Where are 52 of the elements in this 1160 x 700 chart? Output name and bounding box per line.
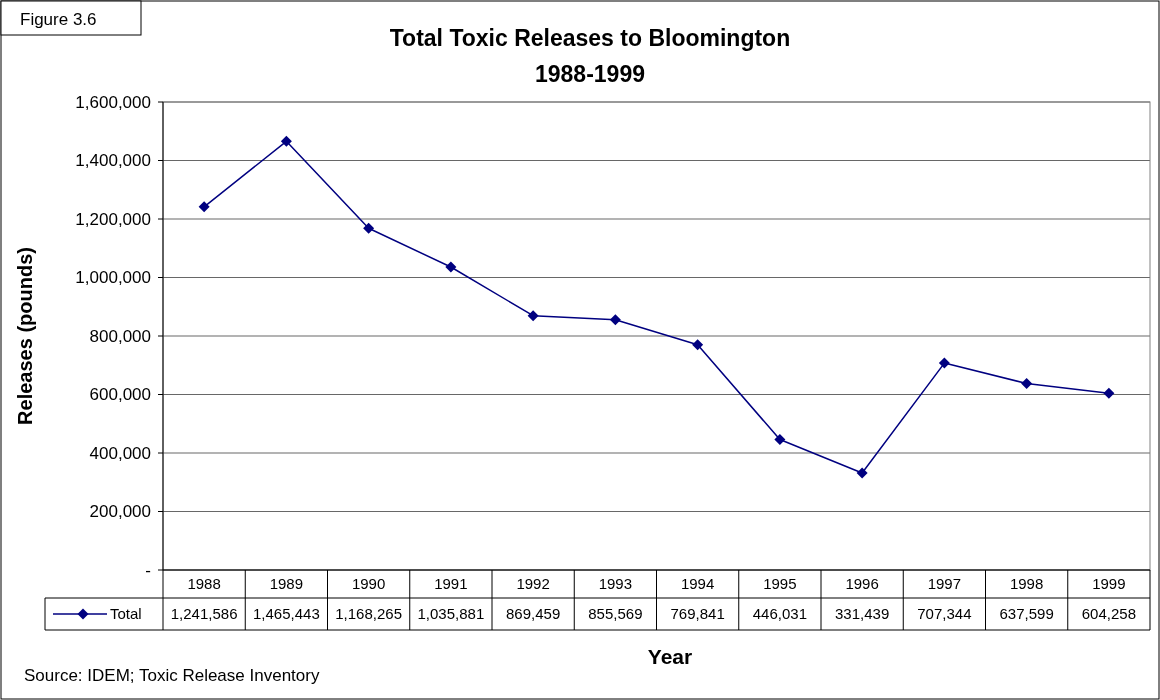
data-label: 446,031 xyxy=(752,605,807,623)
y-tick-label: 1,200,000 xyxy=(75,209,151,229)
point xyxy=(527,310,539,322)
data-label: 637,599 xyxy=(999,605,1054,623)
legend-label: Total xyxy=(110,605,142,623)
point xyxy=(1103,387,1115,399)
data-label: 1,241,586 xyxy=(170,605,238,623)
point xyxy=(445,261,457,273)
point xyxy=(856,467,868,479)
point xyxy=(774,434,786,446)
data-label: 331,439 xyxy=(835,605,890,623)
x-tick-label: 1995 xyxy=(763,575,797,593)
x-tick-label: 1998 xyxy=(1009,575,1044,593)
data-label: 707,344 xyxy=(917,605,972,623)
point xyxy=(692,339,704,351)
y-tick-label: 1,400,000 xyxy=(75,151,151,171)
x-tick-label: 1993 xyxy=(598,575,633,593)
x-tick-label: 1990 xyxy=(351,575,386,593)
x-tick-label: 1989 xyxy=(269,575,304,593)
x-tick-label: 1994 xyxy=(680,575,715,593)
caption: Figure 3.6 xyxy=(20,10,97,29)
data-label: 604,258 xyxy=(1081,605,1136,623)
source-note: Source: IDEM; Toxic Release Inventory xyxy=(24,666,320,685)
data-label: 1,035,881 xyxy=(417,605,485,623)
point xyxy=(938,357,950,369)
x-tick-label: 1996 xyxy=(845,575,879,593)
y-tick-label: 600,000 xyxy=(89,385,151,405)
data-label: 1,168,265 xyxy=(335,605,402,623)
point xyxy=(280,135,292,147)
data-label: 1,465,443 xyxy=(253,605,320,623)
y-axis-title: Releases (pounds) xyxy=(14,247,36,425)
point xyxy=(609,314,621,326)
data-label: 869,459 xyxy=(506,605,561,623)
x-tick-label: 1991 xyxy=(434,575,468,593)
x-tick-label: 1997 xyxy=(927,575,962,593)
x-axis-title: Year xyxy=(647,645,693,668)
chart-subtitle: 1988-1999 xyxy=(535,61,645,87)
y-tick-label: - xyxy=(145,560,151,580)
x-tick-label: 1988 xyxy=(187,575,221,593)
point xyxy=(198,201,210,213)
chart-title: Total Toxic Releases to Bloomington xyxy=(389,25,791,51)
data-label: 855,569 xyxy=(588,605,643,623)
x-tick-label: 1999 xyxy=(1092,575,1126,593)
point xyxy=(363,222,375,234)
x-tick-label: 1992 xyxy=(516,575,550,593)
y-tick-label: 1,600,000 xyxy=(75,92,151,112)
point xyxy=(1021,378,1033,389)
y-tick-label: 1,000,000 xyxy=(75,268,151,288)
data-label: 769,841 xyxy=(670,605,725,623)
y-tick-label: 400,000 xyxy=(89,443,151,463)
y-tick-label: 200,000 xyxy=(89,502,151,522)
y-tick-label: 800,000 xyxy=(89,326,151,346)
